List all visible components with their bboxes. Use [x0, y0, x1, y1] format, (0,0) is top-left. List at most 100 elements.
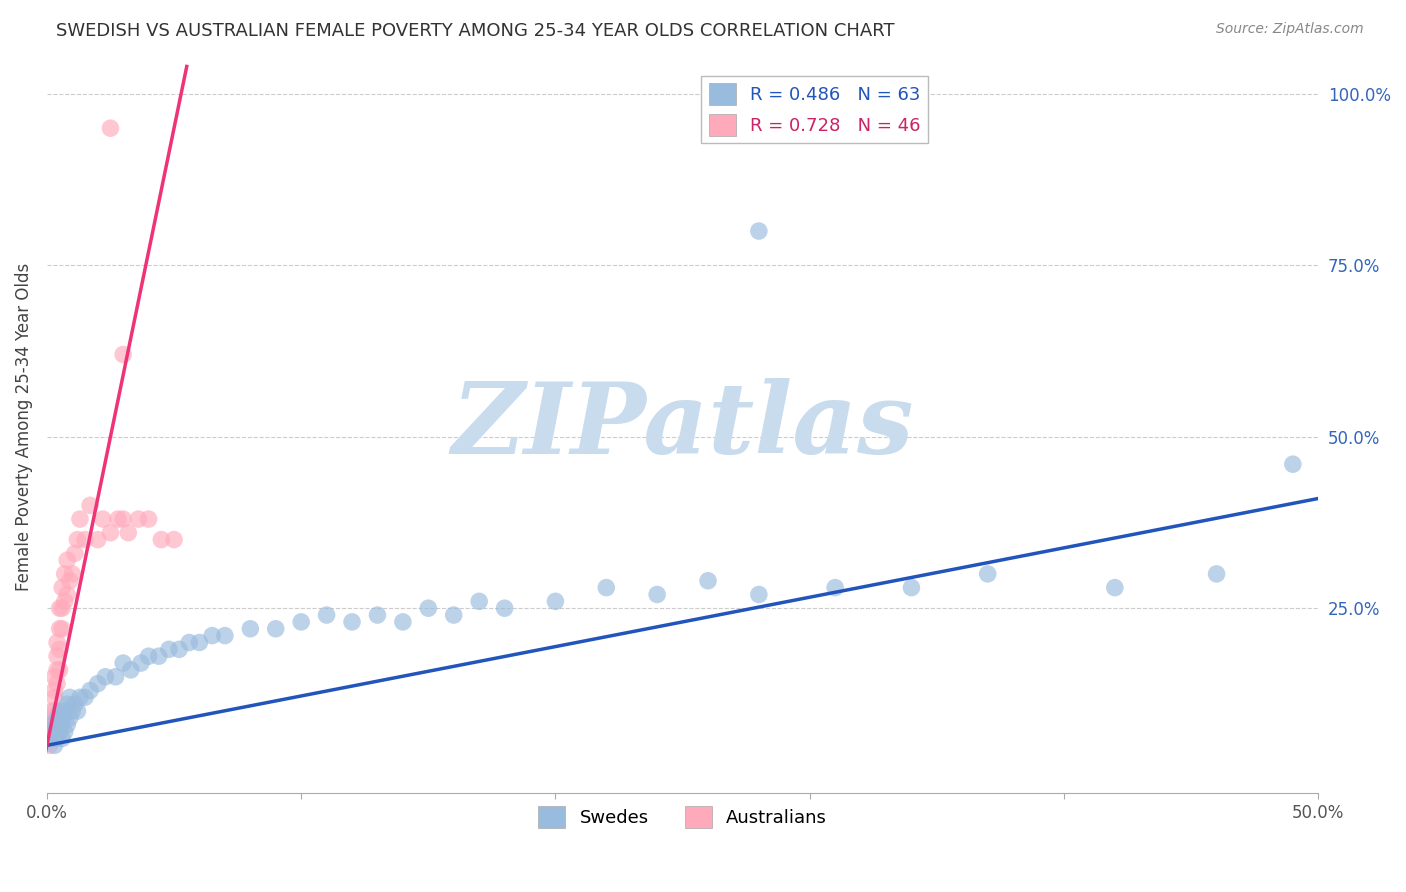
Point	[87, 533, 110, 547]
Point	[56, 553, 79, 567]
Point	[51, 622, 73, 636]
Point	[167, 642, 190, 657]
Point	[179, 635, 201, 649]
Point	[46, 711, 69, 725]
Point	[418, 601, 440, 615]
Point	[201, 629, 224, 643]
Point	[69, 690, 91, 705]
Point	[59, 574, 82, 588]
Point	[157, 642, 180, 657]
Point	[239, 622, 262, 636]
Point	[366, 608, 388, 623]
Point	[53, 566, 76, 581]
Point	[73, 690, 96, 705]
Point	[79, 683, 101, 698]
Point	[46, 649, 69, 664]
Point	[112, 347, 135, 361]
Point	[41, 731, 63, 746]
Point	[340, 615, 363, 629]
Point	[44, 739, 66, 753]
Point	[290, 615, 312, 629]
Point	[48, 642, 70, 657]
Point	[73, 533, 96, 547]
Point	[44, 690, 66, 705]
Point	[900, 581, 922, 595]
Point	[41, 711, 63, 725]
Point	[44, 670, 66, 684]
Point	[48, 601, 70, 615]
Point	[138, 512, 160, 526]
Point	[53, 704, 76, 718]
Point	[392, 615, 415, 629]
Point	[91, 512, 114, 526]
Point	[544, 594, 567, 608]
Point	[46, 663, 69, 677]
Point	[148, 649, 170, 664]
Point	[41, 718, 63, 732]
Point	[44, 704, 66, 718]
Point	[46, 635, 69, 649]
Point	[63, 546, 86, 560]
Point	[38, 731, 60, 746]
Point	[1205, 566, 1227, 581]
Point	[56, 697, 79, 711]
Point	[44, 724, 66, 739]
Point	[41, 704, 63, 718]
Point	[60, 566, 83, 581]
Point	[44, 718, 66, 732]
Point	[38, 718, 60, 732]
Point	[1282, 457, 1305, 471]
Point	[56, 718, 79, 732]
Point	[494, 601, 516, 615]
Point	[748, 587, 770, 601]
Point	[66, 704, 89, 718]
Point	[38, 724, 60, 739]
Point	[46, 676, 69, 690]
Y-axis label: Female Poverty Among 25-34 Year Olds: Female Poverty Among 25-34 Year Olds	[15, 262, 32, 591]
Point	[977, 566, 1000, 581]
Point	[53, 594, 76, 608]
Point	[44, 683, 66, 698]
Point	[59, 690, 82, 705]
Point	[48, 718, 70, 732]
Point	[63, 697, 86, 711]
Point	[748, 224, 770, 238]
Point	[112, 656, 135, 670]
Point	[48, 724, 70, 739]
Point	[48, 663, 70, 677]
Point	[127, 512, 149, 526]
Point	[41, 724, 63, 739]
Point	[51, 718, 73, 732]
Point	[46, 731, 69, 746]
Legend: Swedes, Australians: Swedes, Australians	[531, 799, 834, 836]
Text: ZIPatlas: ZIPatlas	[451, 378, 914, 475]
Point	[315, 608, 337, 623]
Point	[38, 739, 60, 753]
Point	[94, 670, 117, 684]
Point	[87, 676, 110, 690]
Point	[79, 499, 101, 513]
Point	[69, 512, 91, 526]
Point	[468, 594, 491, 608]
Point	[129, 656, 152, 670]
Point	[104, 670, 127, 684]
Point	[163, 533, 186, 547]
Point	[51, 711, 73, 725]
Point	[51, 601, 73, 615]
Point	[107, 512, 129, 526]
Point	[53, 724, 76, 739]
Point	[264, 622, 287, 636]
Point	[120, 663, 142, 677]
Text: SWEDISH VS AUSTRALIAN FEMALE POVERTY AMONG 25-34 YEAR OLDS CORRELATION CHART: SWEDISH VS AUSTRALIAN FEMALE POVERTY AMO…	[56, 22, 894, 40]
Point	[41, 731, 63, 746]
Point	[824, 581, 846, 595]
Point	[51, 731, 73, 746]
Point	[188, 635, 211, 649]
Point	[697, 574, 720, 588]
Point	[51, 581, 73, 595]
Point	[1104, 581, 1126, 595]
Point	[100, 525, 122, 540]
Point	[48, 622, 70, 636]
Point	[59, 711, 82, 725]
Point	[150, 533, 173, 547]
